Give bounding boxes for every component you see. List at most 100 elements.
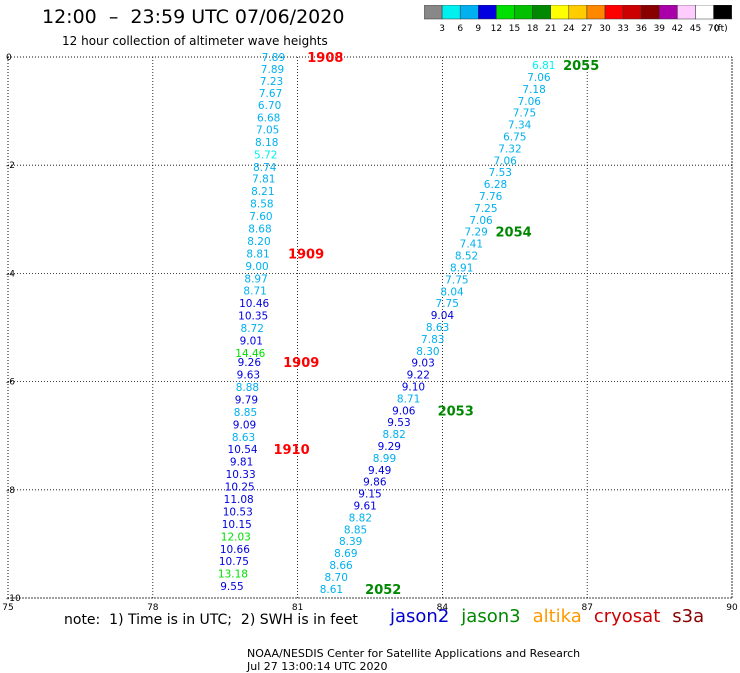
- swh-value: 8.66: [329, 560, 353, 572]
- swh-value: 9.29: [378, 441, 401, 453]
- swh-value: 8.70: [325, 572, 348, 584]
- scale-label: 33: [617, 24, 628, 34]
- plot-area: 75 78 81 84 87 900-2-4-6-8-107.897.897.237.67…: [2, 51, 738, 613]
- swh-value: 9.86: [363, 477, 387, 489]
- swh-value: 11.08: [224, 494, 254, 506]
- swh-value: 9.00: [245, 261, 268, 273]
- swh-value: 8.71: [243, 286, 266, 298]
- swh-value: 7.18: [522, 84, 545, 96]
- timestamp-text: Jul 27 13:00:14 UTC 2020: [247, 660, 388, 673]
- y-tick-label: -4: [6, 269, 15, 279]
- scale-swatch: [713, 5, 732, 20]
- scale-label: 15: [509, 24, 520, 34]
- y-tick-label: -8: [6, 486, 15, 496]
- swh-value: 10.46: [239, 298, 269, 310]
- scale-label: 39: [654, 24, 666, 34]
- satellite-name: cryosat: [593, 606, 661, 627]
- swh-value: 8.04: [440, 286, 464, 298]
- swh-value: 10.66: [220, 544, 250, 556]
- time-label: 1910: [273, 443, 309, 458]
- time-label: 1909: [288, 247, 324, 262]
- swh-value: 8.58: [250, 199, 273, 211]
- swh-value: 8.52: [455, 251, 478, 263]
- swh-value: 7.06: [518, 96, 542, 108]
- satellite-legend: jason2 jason3 altika cryosat s3a: [390, 606, 716, 627]
- swh-value: 6.75: [503, 132, 526, 144]
- swh-value: 8.88: [236, 382, 259, 394]
- swh-value: 9.01: [240, 335, 263, 347]
- swh-value: 8.30: [416, 346, 439, 358]
- time-label: 2055: [563, 59, 599, 74]
- swh-value: 8.63: [426, 322, 449, 334]
- scale-label: 21: [545, 24, 556, 34]
- swh-value: 8.18: [255, 137, 278, 149]
- satellite-name: jason3: [461, 606, 521, 627]
- x-tick-label: 90: [726, 603, 738, 613]
- x-tick-label: 84: [437, 603, 449, 613]
- time-label: 1909: [283, 356, 319, 371]
- swh-value: 13.18: [218, 569, 248, 581]
- swh-value: 9.61: [353, 500, 376, 512]
- swh-value: 6.81: [532, 60, 555, 72]
- swh-value: 7.06: [527, 72, 551, 84]
- swh-value: 7.05: [256, 124, 279, 136]
- swh-value: 9.49: [368, 465, 391, 477]
- swh-value: 8.82: [382, 429, 405, 441]
- swh-value: 9.03: [411, 358, 434, 370]
- swh-value: 10.35: [238, 311, 268, 323]
- scale-label: 6: [457, 24, 463, 34]
- scale-label: 27: [581, 24, 592, 34]
- swh-value: 7.67: [259, 88, 282, 100]
- x-tick-label: 81: [292, 603, 303, 613]
- time-label: 2053: [438, 404, 474, 419]
- satellite-name: jason2: [390, 606, 450, 627]
- swh-value: 9.04: [431, 310, 455, 322]
- satellite-name: s3a: [672, 606, 705, 627]
- swh-value: 10.33: [226, 469, 256, 481]
- scale-label: 70: [708, 24, 720, 34]
- swh-value: 9.22: [407, 370, 430, 382]
- swh-value: 5.72: [254, 149, 277, 161]
- swh-value: 7.06: [469, 215, 493, 227]
- swh-value: 10.54: [228, 444, 258, 456]
- swh-value: 8.39: [339, 536, 362, 548]
- swh-value: 8.99: [373, 453, 396, 465]
- scale-label: 3: [439, 24, 445, 34]
- swh-value: 10.25: [225, 482, 255, 494]
- color-scale-legend: 3 6 9 12 15 18 21 24 27 30 33 36 39 42 45 70(ft): [424, 5, 732, 34]
- swh-value: 9.81: [230, 457, 253, 469]
- swh-value: 8.21: [251, 186, 274, 198]
- swh-value: 8.20: [247, 236, 270, 248]
- swh-value: 7.41: [460, 239, 483, 251]
- x-tick-label: 75: [2, 603, 13, 613]
- scale-label: 24: [563, 24, 575, 34]
- swh-value: 10.53: [223, 506, 253, 518]
- swh-value: 9.15: [358, 489, 381, 501]
- swh-value: 7.06: [493, 155, 517, 167]
- swh-value: 8.85: [344, 524, 367, 536]
- swh-value: 7.89: [262, 52, 285, 64]
- swh-value: 7.75: [445, 274, 468, 286]
- swh-value: 8.74: [253, 162, 277, 174]
- swh-value: 7.34: [508, 120, 532, 132]
- swh-value: 7.53: [489, 167, 512, 179]
- footer-credit: NOAA/NESDIS Center for Satellite Applica…: [240, 634, 588, 673]
- swh-value: 7.81: [252, 174, 275, 186]
- swh-value: 8.61: [320, 584, 343, 596]
- chart-title: 12:00 – 23:59 UTC 07/06/2020: [42, 6, 345, 28]
- x-tick-label: 87: [581, 603, 592, 613]
- footer-note: note: 1) Time is in UTC; 2) SWH is in fe…: [64, 612, 358, 628]
- scale-unit: (ft): [714, 24, 728, 34]
- swh-value: 7.83: [421, 334, 444, 346]
- y-tick-label: -2: [6, 161, 15, 171]
- y-tick-label: -10: [6, 594, 21, 604]
- swh-value: 7.75: [436, 298, 459, 310]
- credit-text: NOAA/NESDIS Center for Satellite Applica…: [247, 647, 581, 660]
- scale-label: 36: [635, 24, 647, 34]
- swh-value: 7.60: [249, 211, 272, 223]
- scale-label: 42: [672, 24, 683, 34]
- swh-value: 8.97: [244, 273, 267, 285]
- time-label: 2054: [495, 226, 531, 241]
- time-label: 1908: [307, 51, 343, 66]
- swh-value: 7.23: [260, 76, 283, 88]
